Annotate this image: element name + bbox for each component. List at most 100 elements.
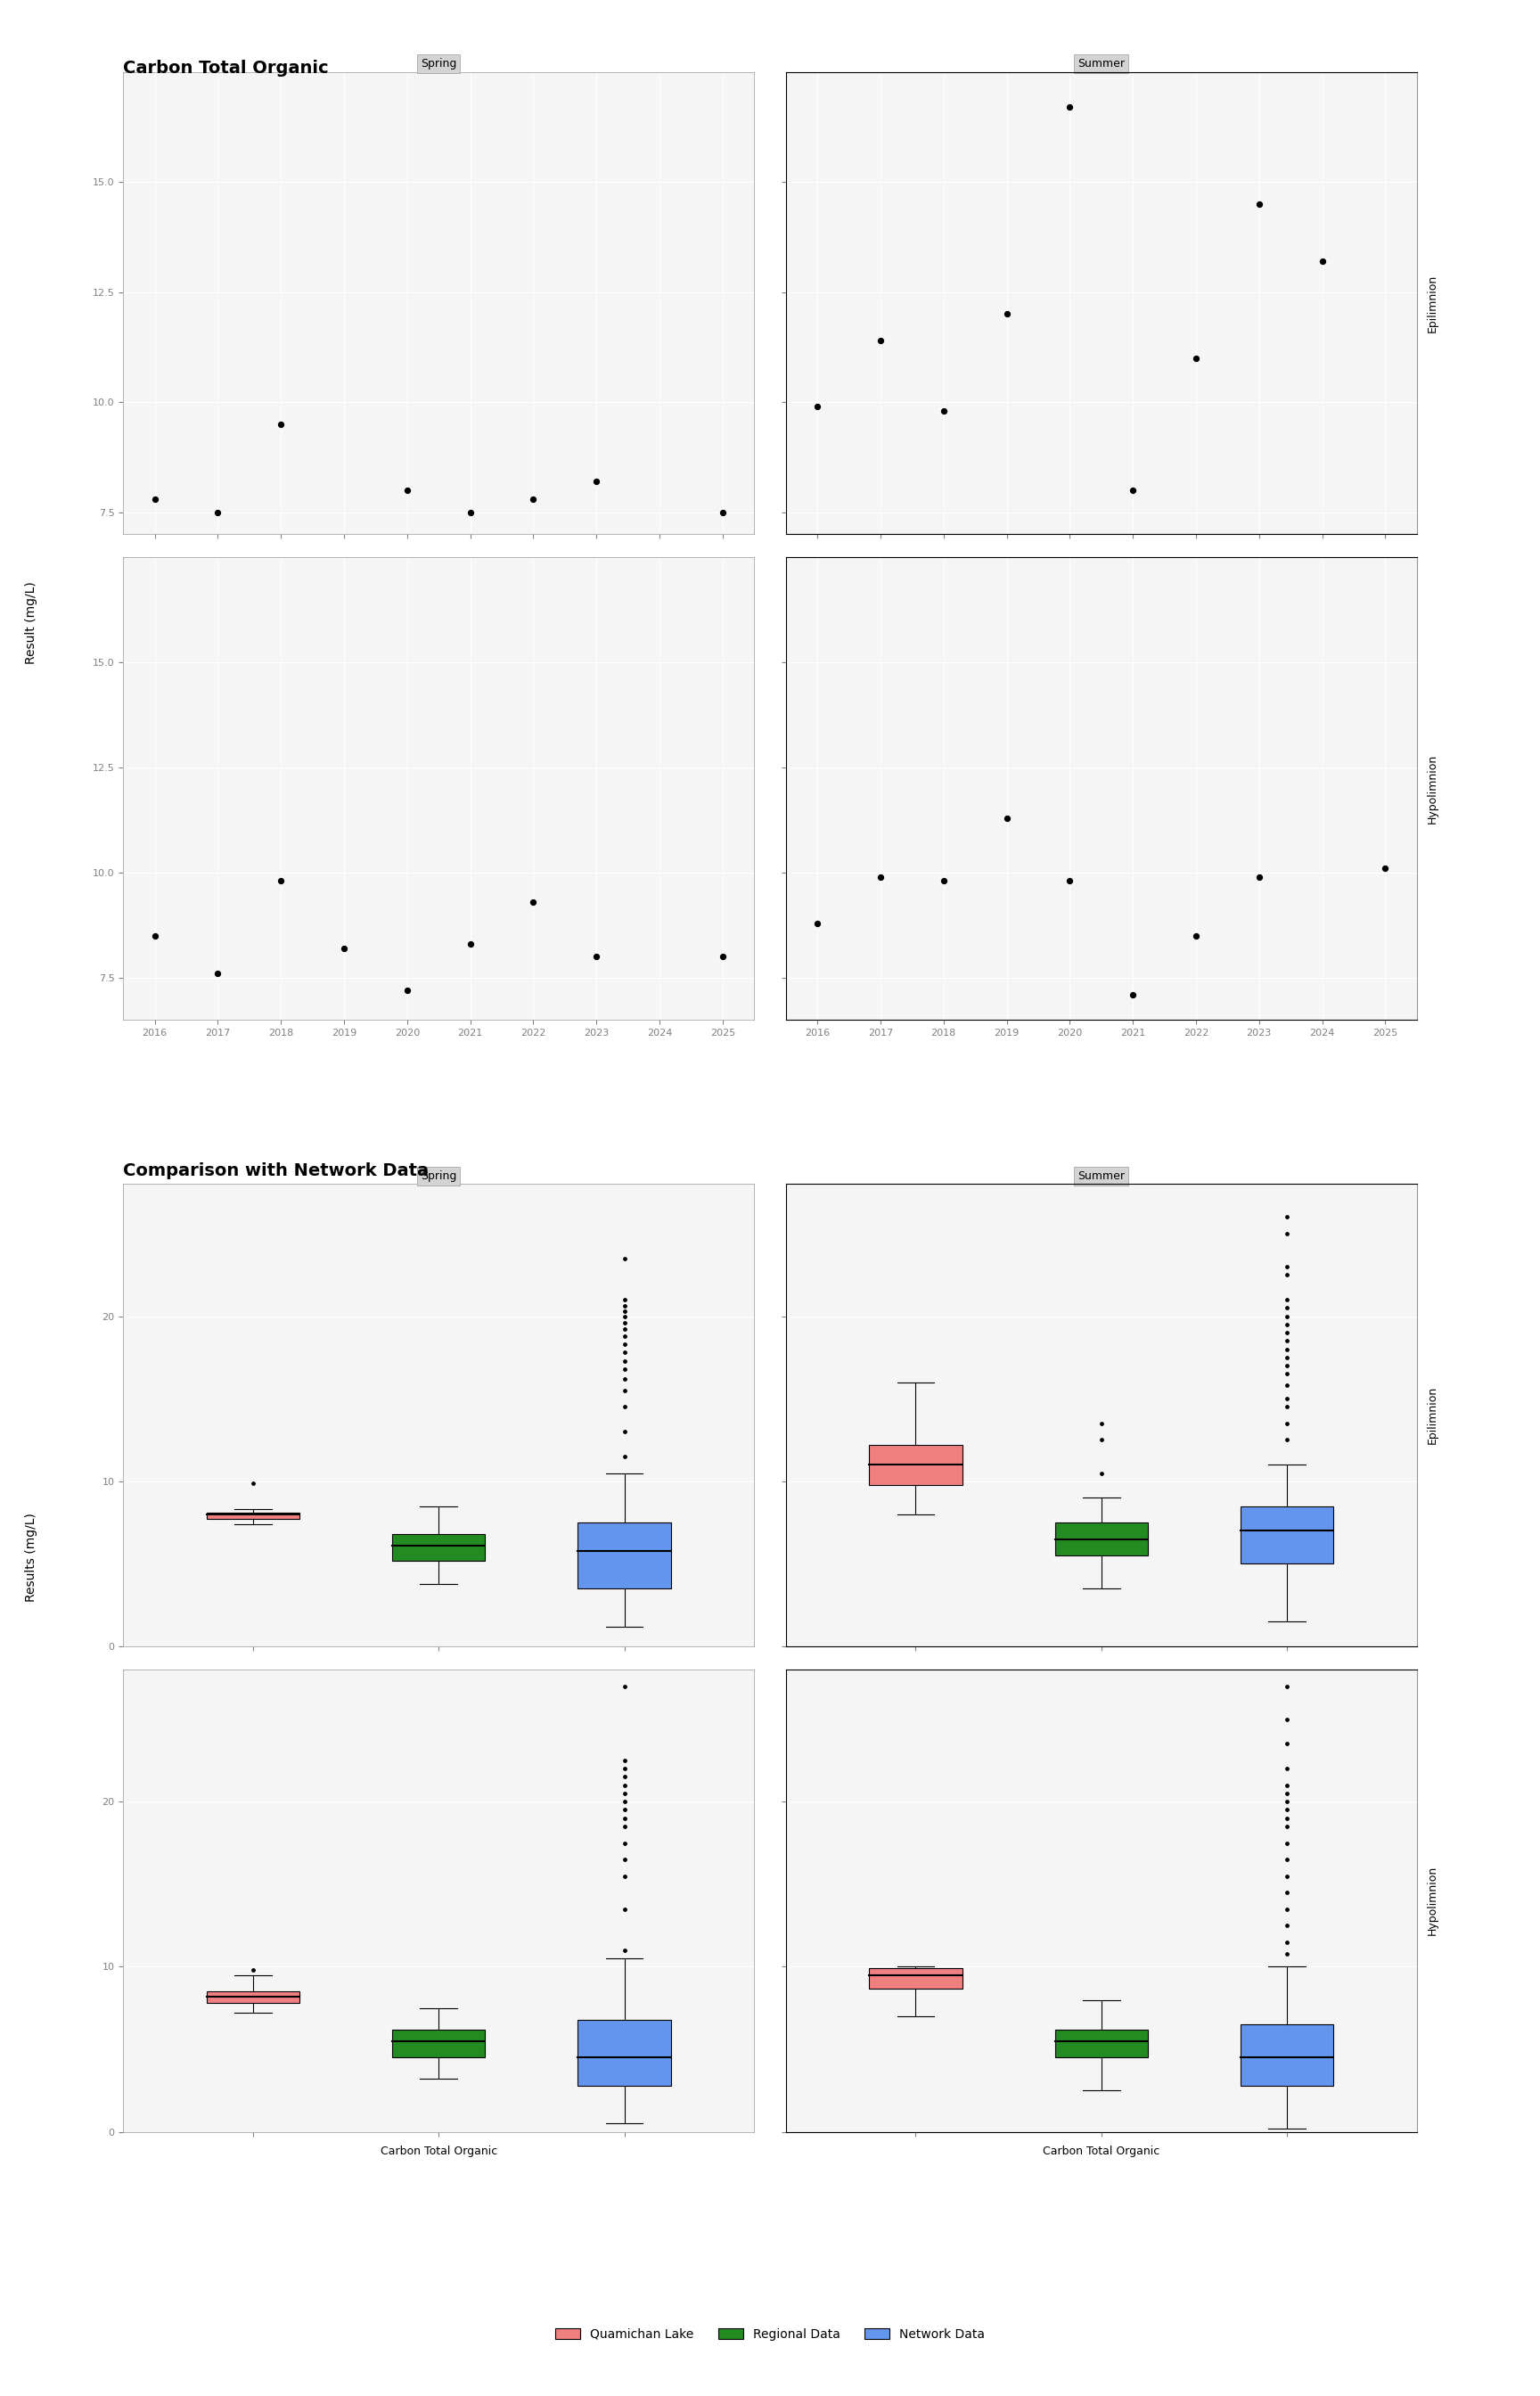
Point <box>1275 1330 1300 1368</box>
Point <box>611 1296 636 1335</box>
Point <box>611 1668 636 1706</box>
Point <box>611 1349 636 1387</box>
Point <box>611 1438 636 1476</box>
Point <box>710 494 735 532</box>
Point <box>611 1325 636 1363</box>
Point <box>240 1464 265 1502</box>
FancyBboxPatch shape <box>869 1970 962 1989</box>
Point <box>611 1823 636 1862</box>
Point <box>995 798 1019 836</box>
Point <box>1275 1354 1300 1392</box>
Point <box>142 918 166 956</box>
Point <box>932 393 956 431</box>
X-axis label: Carbon Total Organic: Carbon Total Organic <box>1043 2144 1160 2156</box>
Point <box>1275 1347 1300 1385</box>
Point <box>1275 1668 1300 1706</box>
Point <box>1275 1279 1300 1318</box>
FancyBboxPatch shape <box>1241 1507 1334 1565</box>
Point <box>1275 1823 1300 1862</box>
Point <box>1275 1323 1300 1361</box>
Point <box>611 1361 636 1399</box>
Point <box>611 1857 636 1895</box>
Point <box>394 472 419 510</box>
Text: Carbon Total Organic: Carbon Total Organic <box>123 60 328 77</box>
Point <box>611 1239 636 1277</box>
Point <box>611 1890 636 1929</box>
Point <box>1089 1421 1113 1459</box>
Point <box>1275 1924 1300 1962</box>
Point <box>710 937 735 975</box>
Point <box>1275 1256 1300 1294</box>
Point <box>240 1950 265 1989</box>
Point <box>1275 1874 1300 1912</box>
Point <box>611 1931 636 1970</box>
Point <box>1089 1454 1113 1493</box>
Point <box>1275 1807 1300 1845</box>
Point <box>457 494 482 532</box>
Point <box>584 937 608 975</box>
Point <box>611 1387 636 1426</box>
FancyBboxPatch shape <box>1241 2025 1334 2085</box>
Point <box>611 1291 636 1330</box>
FancyBboxPatch shape <box>206 1991 299 2003</box>
Point <box>268 863 293 901</box>
Text: Results (mg/L): Results (mg/L) <box>25 1512 37 1603</box>
Title: Spring: Spring <box>420 1169 457 1181</box>
Point <box>611 1790 636 1828</box>
Point <box>142 479 166 518</box>
Point <box>1275 1699 1300 1737</box>
Point <box>1247 858 1272 896</box>
Title: Spring: Spring <box>420 58 457 69</box>
Point <box>611 1766 636 1804</box>
Point <box>1275 1289 1300 1327</box>
Point <box>521 479 545 518</box>
X-axis label: Carbon Total Organic: Carbon Total Organic <box>380 2144 497 2156</box>
Point <box>805 388 830 426</box>
Point <box>1275 1296 1300 1335</box>
Point <box>1121 975 1146 1014</box>
Point <box>1058 89 1083 127</box>
Point <box>268 405 293 443</box>
Point <box>1275 1857 1300 1895</box>
Point <box>1184 918 1209 956</box>
Point <box>1275 1725 1300 1763</box>
Point <box>611 1279 636 1318</box>
Point <box>611 1318 636 1356</box>
Point <box>611 1342 636 1380</box>
Point <box>205 954 229 992</box>
Point <box>1275 1404 1300 1442</box>
Point <box>1275 1773 1300 1811</box>
Point <box>1311 242 1335 280</box>
Point <box>1275 1306 1300 1344</box>
Point <box>1275 1790 1300 1828</box>
Point <box>611 1332 636 1371</box>
Point <box>611 1311 636 1349</box>
Point <box>611 1414 636 1452</box>
Point <box>1275 1766 1300 1804</box>
Point <box>331 930 356 968</box>
Y-axis label: Hypolimnion: Hypolimnion <box>1426 755 1438 824</box>
Point <box>1184 338 1209 376</box>
FancyBboxPatch shape <box>578 1521 671 1589</box>
Point <box>611 1287 636 1325</box>
Point <box>1275 1215 1300 1253</box>
Point <box>1275 1783 1300 1821</box>
Title: Summer: Summer <box>1078 58 1124 69</box>
Point <box>611 1303 636 1342</box>
Point <box>611 1371 636 1409</box>
Point <box>1275 1339 1300 1378</box>
Point <box>869 321 893 359</box>
FancyBboxPatch shape <box>869 1445 962 1486</box>
Point <box>1275 1198 1300 1236</box>
Point <box>1275 1366 1300 1404</box>
Point <box>805 903 830 942</box>
Point <box>611 1759 636 1797</box>
Point <box>995 295 1019 333</box>
Point <box>1275 1421 1300 1459</box>
Point <box>1275 1380 1300 1418</box>
Point <box>1121 472 1146 510</box>
Point <box>1275 1907 1300 1946</box>
Legend: Quamichan Lake, Regional Data, Network Data: Quamichan Lake, Regional Data, Network D… <box>550 2324 990 2346</box>
Point <box>1275 1749 1300 1787</box>
Point <box>611 1840 636 1878</box>
